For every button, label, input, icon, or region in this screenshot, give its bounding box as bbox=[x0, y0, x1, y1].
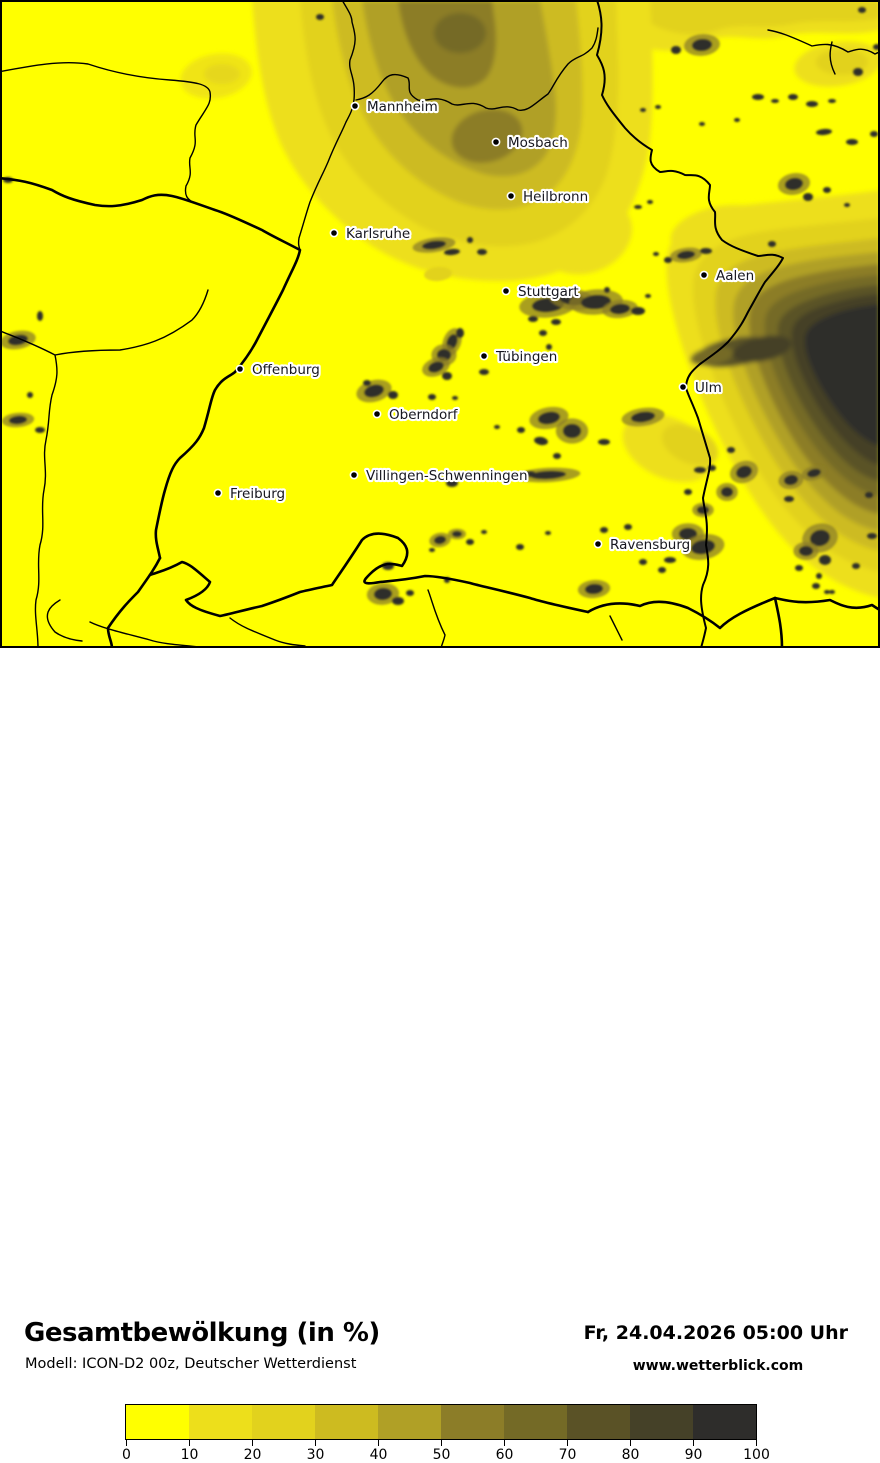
map-frame bbox=[0, 0, 880, 648]
city-label-halo: Ravensburg bbox=[610, 537, 690, 553]
city-label: Mosbach bbox=[508, 135, 568, 151]
city-label-halo: Mannheim bbox=[367, 99, 438, 115]
colorbar-tick bbox=[314, 1440, 317, 1446]
colorbar-tick-label: 100 bbox=[743, 1447, 770, 1463]
forecast-datetime: Fr, 24.04.2026 05:00 Uhr bbox=[583, 1322, 848, 1344]
weather-map: Mannheim Mannheim Mosbach Mosbach Heilbronn H… bbox=[0, 0, 880, 650]
colorbar-tick-label: 80 bbox=[621, 1447, 640, 1463]
city-dot bbox=[329, 228, 339, 238]
colorbar-tick-label: 70 bbox=[558, 1447, 577, 1463]
city-dot bbox=[491, 137, 501, 147]
colorbar-tick-label: 20 bbox=[243, 1447, 262, 1463]
website-label: www.wetterblick.com bbox=[632, 1358, 804, 1374]
colorbar-tick-label: 60 bbox=[495, 1447, 514, 1463]
city-label-halo: Mosbach bbox=[508, 135, 568, 151]
colorbar-cell bbox=[252, 1405, 315, 1439]
border-lines bbox=[0, 0, 880, 650]
city-marker: Villingen-SchwenningenVillingen-Schwenni… bbox=[349, 466, 530, 486]
city-label-halo: Oberndorf bbox=[389, 407, 459, 423]
city-dot bbox=[593, 539, 603, 549]
city-label: Aalen bbox=[716, 268, 754, 284]
city-dot bbox=[235, 364, 245, 374]
city-label-halo: Villingen-Schwenningen bbox=[366, 468, 528, 484]
city-label-halo: Offenburg bbox=[252, 362, 320, 378]
colorbar-tick-label: 0 bbox=[122, 1447, 131, 1463]
colorbar-tick bbox=[125, 1440, 128, 1446]
city-label-halo: Stuttgart bbox=[518, 284, 579, 300]
city-label: Karlsruhe bbox=[346, 226, 410, 242]
city-dot bbox=[479, 351, 489, 361]
cloud-cover-colorbar bbox=[125, 1404, 757, 1440]
city-dot bbox=[678, 382, 688, 392]
colorbar-cell bbox=[315, 1405, 378, 1439]
colorbar-cell bbox=[189, 1405, 252, 1439]
colorbar-tick bbox=[377, 1440, 380, 1446]
colorbar-tick bbox=[692, 1440, 695, 1446]
colorbar-tick bbox=[755, 1440, 758, 1446]
colorbar-cell bbox=[126, 1405, 189, 1439]
city-label-halo: Aalen bbox=[716, 268, 754, 284]
city-label: Offenburg bbox=[252, 362, 320, 378]
city-label: Heilbronn bbox=[523, 189, 588, 205]
colorbar-tick bbox=[629, 1440, 632, 1446]
city-dot bbox=[349, 470, 359, 480]
colorbar-tick-label: 40 bbox=[369, 1447, 388, 1463]
colorbar-cell bbox=[504, 1405, 567, 1439]
colorbar-cell bbox=[441, 1405, 504, 1439]
colorbar-tick bbox=[251, 1440, 254, 1446]
city-label: Tübingen bbox=[495, 349, 557, 365]
city-label-halo: Tübingen bbox=[495, 349, 557, 365]
city-label: Stuttgart bbox=[518, 284, 579, 300]
city-label: Mannheim bbox=[367, 99, 438, 115]
cloud-specks bbox=[0, 7, 880, 605]
colorbar-tick bbox=[503, 1440, 506, 1446]
colorbar-tick-label: 30 bbox=[306, 1447, 325, 1463]
city-label: Freiburg bbox=[230, 486, 285, 502]
city-label: Ulm bbox=[695, 380, 722, 396]
city-label-halo: Heilbronn bbox=[523, 189, 588, 205]
footer: Gesamtbewölkung (in %) Modell: ICON-D2 0… bbox=[0, 648, 880, 1463]
city-label: Ravensburg bbox=[610, 537, 690, 553]
colorbar-tick bbox=[440, 1440, 443, 1446]
page-title: Gesamtbewölkung (in %) bbox=[24, 1318, 380, 1348]
city-label-halo: Freiburg bbox=[230, 486, 285, 502]
colorbar-cell bbox=[693, 1405, 756, 1439]
city-dot bbox=[506, 191, 516, 201]
city-dot bbox=[372, 409, 382, 419]
colorbar-tick bbox=[188, 1440, 191, 1446]
city-dot bbox=[350, 101, 360, 111]
colorbar-cell bbox=[630, 1405, 693, 1439]
city-dot bbox=[213, 488, 223, 498]
colorbar-tick bbox=[566, 1440, 569, 1446]
colorbar-tick-label: 50 bbox=[432, 1447, 451, 1463]
city-label-halo: Ulm bbox=[695, 380, 722, 396]
colorbar-tick-label: 90 bbox=[684, 1447, 703, 1463]
model-info: Modell: ICON-D2 00z, Deutscher Wetterdie… bbox=[25, 1356, 357, 1372]
city-label-halo: Karlsruhe bbox=[346, 226, 410, 242]
colorbar-cell bbox=[567, 1405, 630, 1439]
city-label: Oberndorf bbox=[389, 407, 459, 423]
colorbar-cell bbox=[378, 1405, 441, 1439]
city-dot bbox=[501, 286, 511, 296]
city-dot bbox=[699, 270, 709, 280]
colorbar-tick-label: 10 bbox=[180, 1447, 199, 1463]
city-label: Villingen-Schwenningen bbox=[366, 468, 528, 484]
